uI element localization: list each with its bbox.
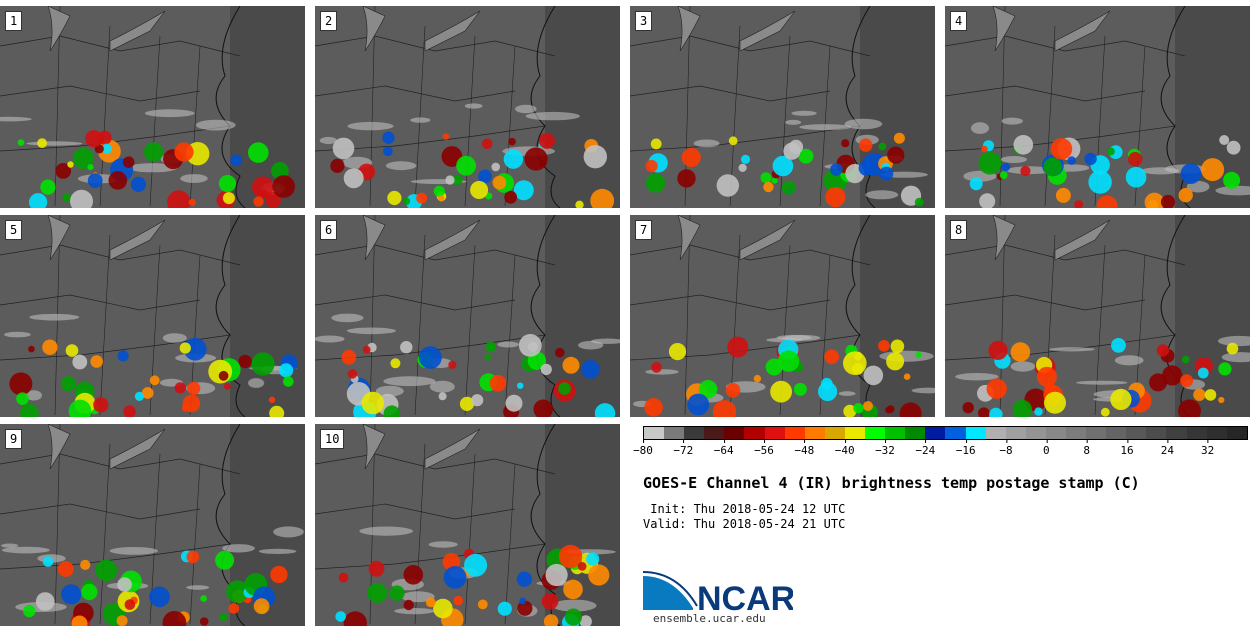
colorbar-segment xyxy=(965,427,986,439)
colorbar-segment xyxy=(844,427,866,439)
colorbar-segment xyxy=(945,427,966,439)
colorbar-segment xyxy=(885,427,906,439)
colorbar-tick: 24 xyxy=(1161,439,1174,457)
panel-number: 9 xyxy=(5,429,23,449)
colorbar-tick: −8 xyxy=(999,439,1013,457)
colorbar-segment xyxy=(1065,427,1087,439)
colorbar-tick: −64 xyxy=(714,439,734,457)
colorbar-segment xyxy=(1186,427,1207,439)
colorbar-segment xyxy=(724,427,745,439)
colorbar-tick: −56 xyxy=(754,439,774,457)
figure-title: GOES-E Channel 4 (IR) brightness temp po… xyxy=(643,474,1140,492)
colorbar-tick: −24 xyxy=(915,439,935,457)
map-panel: 6 xyxy=(315,215,620,417)
colorbar-tick: 32 xyxy=(1201,439,1214,457)
map-panel: 4 xyxy=(945,6,1250,208)
map-panel: 8 xyxy=(945,215,1250,417)
panel-number: 6 xyxy=(320,220,338,240)
panel-number: 8 xyxy=(950,220,968,240)
colorbar-tick: −48 xyxy=(794,439,814,457)
colorbar-segment xyxy=(985,427,1006,439)
colorbar-segment xyxy=(824,427,845,439)
colorbar-segment xyxy=(1146,427,1167,439)
panel-number: 3 xyxy=(635,11,653,31)
map-panel: 5 xyxy=(0,215,305,417)
colorbar-segment xyxy=(644,427,665,439)
colorbar-segment xyxy=(1166,427,1187,439)
colorbar-segment xyxy=(684,427,705,439)
logo-url: ensemble.ucar.edu xyxy=(653,612,766,625)
valid-time: Valid: Thu 2018-05-24 21 UTC xyxy=(643,517,846,531)
logo-text: NCAR xyxy=(697,580,793,614)
colorbar-segment xyxy=(804,427,825,439)
colorbar-tick: −80 xyxy=(633,439,653,457)
colorbar-segment xyxy=(925,427,946,439)
colorbar-segment xyxy=(865,427,886,439)
colorbar xyxy=(643,426,1248,440)
colorbar-segment xyxy=(1005,427,1026,439)
ncar-logo: NCAR xyxy=(643,571,793,614)
colorbar-tick: −32 xyxy=(875,439,895,457)
colorbar-segment xyxy=(1106,427,1127,439)
colorbar-ticks: −80 −72 −64 −56 −48 −40 −32 −24 −16 −8 0 8 16 24 32 xyxy=(633,439,1248,460)
map-panel: 1 xyxy=(0,6,305,208)
map-panel: 3 xyxy=(630,6,935,208)
panel-number: 5 xyxy=(5,220,23,240)
panel-number: 7 xyxy=(635,220,653,240)
colorbar-segment xyxy=(704,427,725,439)
colorbar-segment xyxy=(664,427,685,439)
colorbar-segment xyxy=(1045,427,1066,439)
panel-number: 4 xyxy=(950,11,968,31)
panel-number: 1 xyxy=(5,11,23,31)
map-panel: 10 xyxy=(315,424,620,626)
panel-number: 2 xyxy=(320,11,338,31)
map-panel: 2 xyxy=(315,6,620,208)
colorbar-tick: 0 xyxy=(1043,439,1050,457)
colorbar-segment xyxy=(1126,427,1147,439)
colorbar-tick: −72 xyxy=(673,439,693,457)
colorbar-tick: −16 xyxy=(956,439,976,457)
colorbar-segment xyxy=(1206,427,1227,439)
map-panel: 7 xyxy=(630,215,935,417)
colorbar-tick: 16 xyxy=(1120,439,1134,457)
colorbar-segment xyxy=(764,427,785,439)
colorbar-segment xyxy=(1025,427,1046,439)
colorbar-segment xyxy=(784,427,805,439)
map-panel: 9 xyxy=(0,424,305,626)
colorbar-tick: 8 xyxy=(1083,439,1090,457)
colorbar-segment xyxy=(905,427,926,439)
panel-number: 10 xyxy=(320,429,345,449)
colorbar-segment xyxy=(1086,427,1107,439)
init-time: Init: Thu 2018-05-24 12 UTC xyxy=(643,502,846,516)
colorbar-segment xyxy=(1226,427,1247,439)
colorbar-tick: −40 xyxy=(835,439,855,457)
colorbar-segment xyxy=(744,427,765,439)
